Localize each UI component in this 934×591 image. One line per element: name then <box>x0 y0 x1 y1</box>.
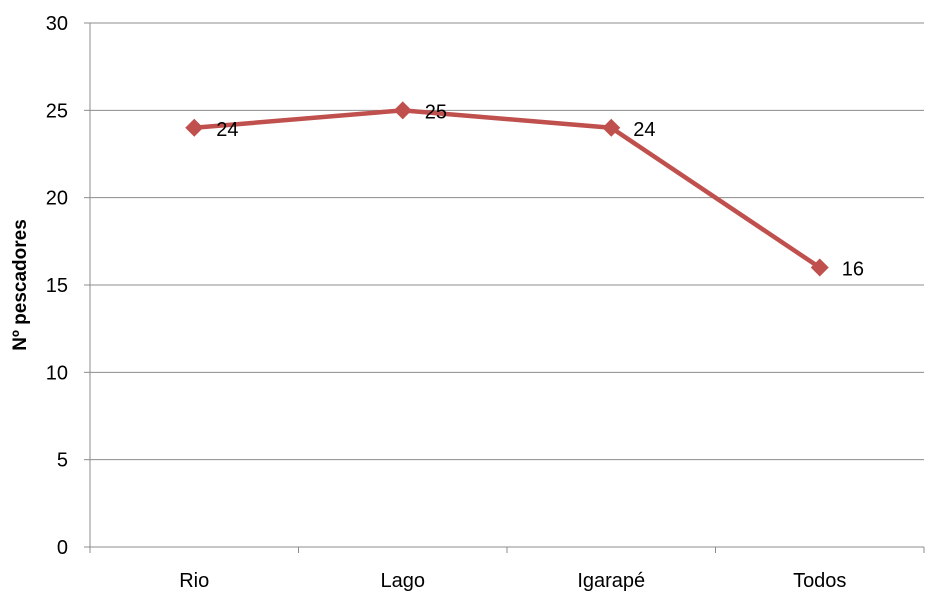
series-line <box>192 108 822 270</box>
data-point-marker <box>602 118 621 137</box>
grid-layer <box>90 22 924 461</box>
y-tick-label: 10 <box>46 362 68 384</box>
data-label: 25 <box>425 101 447 123</box>
data-point-marker <box>393 101 412 120</box>
x-tick-label: Rio <box>179 570 209 591</box>
data-labels: 24 25 24 16 <box>216 101 864 280</box>
axis-layer <box>84 22 925 553</box>
x-tick-labels: Rio Lago Igarapé Todos <box>179 570 846 591</box>
data-point-marker <box>185 118 204 137</box>
y-tick-label: 20 <box>46 188 68 210</box>
x-tick-label: Todos <box>793 570 846 591</box>
data-point-marker <box>810 258 829 277</box>
y-tick-label: 15 <box>46 275 68 297</box>
y-axis-title: Nº pescadores <box>10 219 31 351</box>
series-layer <box>185 101 829 277</box>
data-label: 16 <box>842 259 864 281</box>
data-label: 24 <box>216 119 238 141</box>
x-tick-label: Igarapé <box>577 570 645 591</box>
y-tick-labels: 0 5 10 15 20 25 30 <box>46 13 68 559</box>
y-tick-label: 0 <box>57 537 68 559</box>
y-tick-label: 30 <box>46 13 68 35</box>
y-tick-label: 5 <box>57 450 68 472</box>
x-tick-label: Lago <box>381 570 426 591</box>
data-label: 24 <box>633 119 655 141</box>
y-tick-label: 25 <box>46 100 68 122</box>
